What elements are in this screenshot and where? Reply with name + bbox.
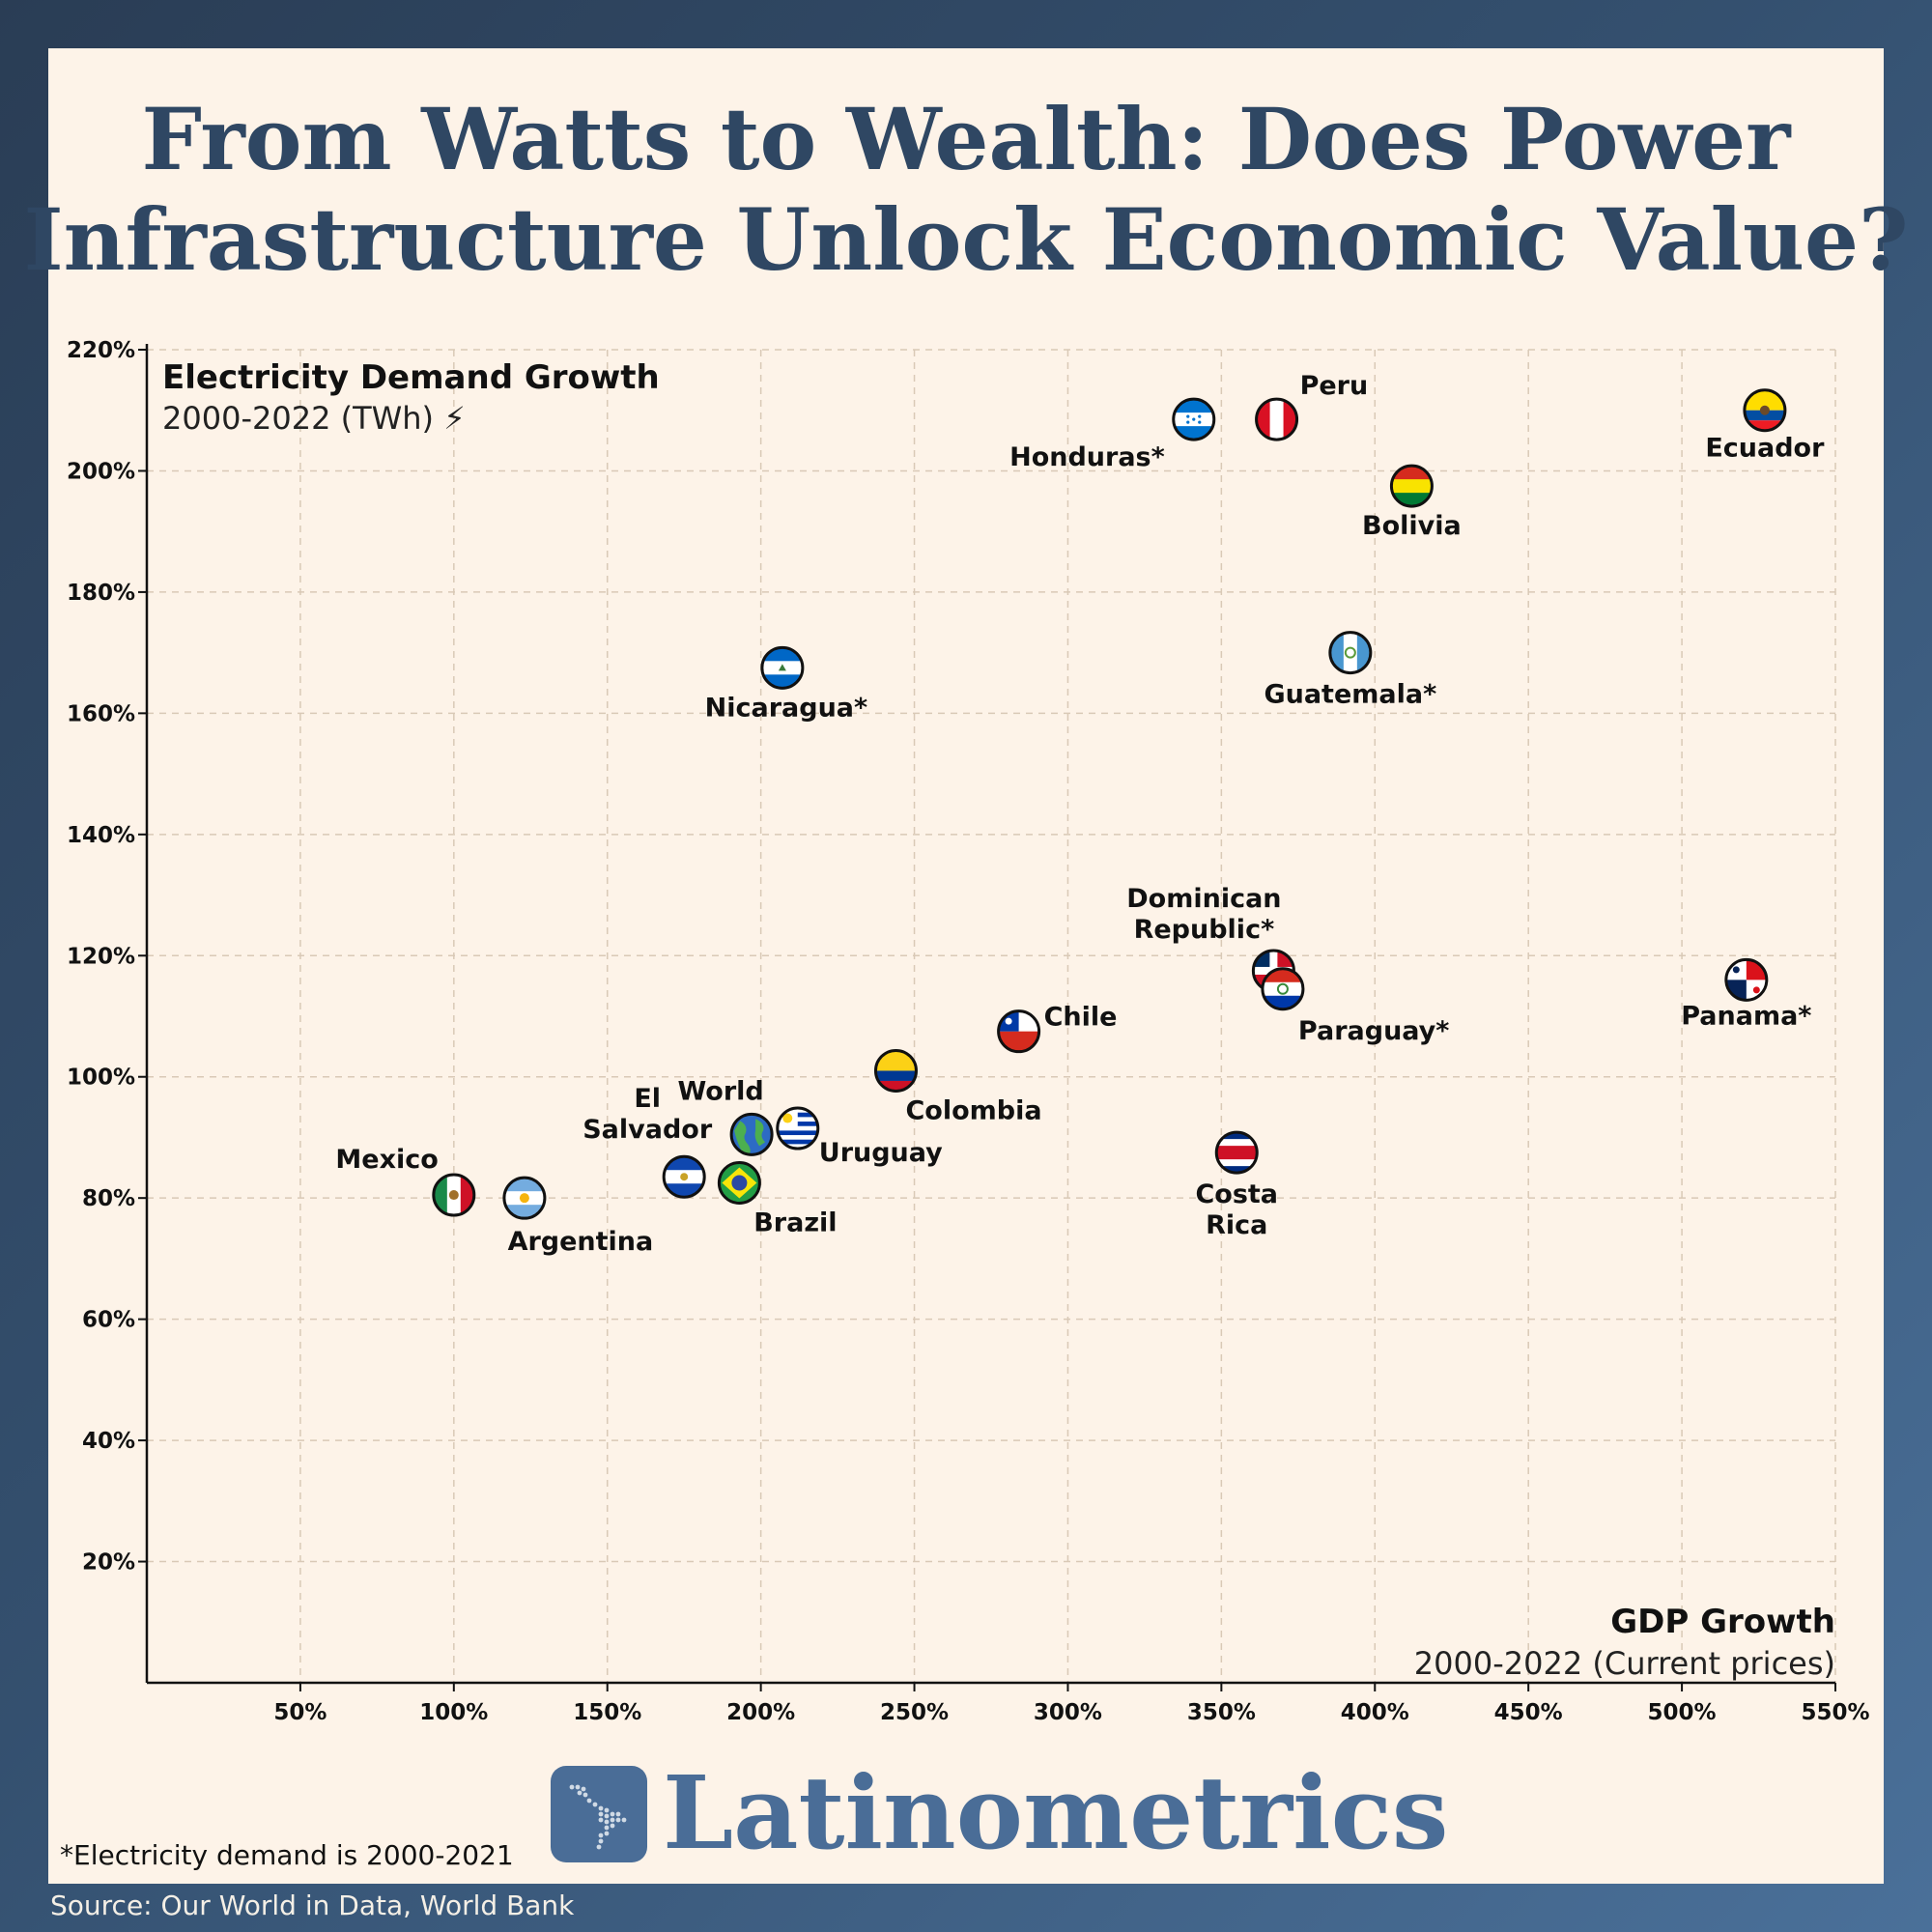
costa-rica-flag-icon (1214, 1130, 1259, 1175)
y-tick-label: 20% (82, 1550, 135, 1576)
x-tick-label: 100% (419, 1700, 488, 1725)
point-label-argentina: Argentina (508, 1227, 654, 1257)
latam-map-logo-icon (551, 1766, 647, 1862)
grid (147, 349, 1836, 1683)
bolivia-flag-icon (1389, 464, 1434, 508)
chile-flag-icon (997, 1009, 1041, 1054)
source-note: Source: Our World in Data, World Bank (50, 1889, 575, 1921)
x-tick-label: 150% (573, 1700, 641, 1725)
point-label-brazil: Brazil (753, 1208, 837, 1238)
point-label-guatemala: Guatemala* (1264, 680, 1436, 710)
point-label-chile: Chile (1044, 1003, 1118, 1033)
y-tick-label: 220% (67, 338, 135, 363)
point-label-costa-rica: Costa Rica (1195, 1179, 1278, 1240)
nicaragua-flag-icon (760, 645, 805, 690)
mexico-flag-icon (432, 1173, 476, 1217)
argentina-flag-icon (502, 1176, 547, 1220)
globe-icon (729, 1112, 774, 1156)
x-tick-label: 50% (273, 1700, 327, 1725)
y-tick-label: 180% (67, 581, 135, 606)
y-tick-label: 80% (82, 1186, 135, 1211)
point-labels: Mexico Argentina El Salvador Brazil World Urug… (335, 371, 1825, 1257)
point-label-honduras: Honduras* (1009, 442, 1165, 472)
tick-labels: 50% 100% 150% 200% 250% 300% 350% 400% 450% 500% 5… (67, 338, 1870, 1725)
x-axis-title: GDP Growth (1610, 1603, 1835, 1641)
brand-name: Latinometrics (663, 1753, 1449, 1872)
x-tick-label: 400% (1341, 1700, 1409, 1725)
y-tick-label: 160% (67, 701, 135, 726)
point-label-paraguay: Paraguay* (1298, 1016, 1449, 1046)
footnote: *Electricity demand is 2000-2021 (60, 1839, 514, 1871)
point-label-mexico: Mexico (335, 1145, 438, 1175)
point-label-colombia: Colombia (905, 1095, 1041, 1125)
x-tick-label: 450% (1494, 1700, 1563, 1725)
y-axis-subtitle: 2000-2022 (TWh) ⚡ (162, 400, 466, 437)
x-tick-label: 500% (1648, 1700, 1717, 1725)
y-tick-label: 40% (82, 1429, 135, 1454)
x-tick-label: 300% (1034, 1700, 1102, 1725)
y-tick-label: 140% (67, 823, 135, 848)
x-tick-label: 200% (726, 1700, 795, 1725)
colombia-flag-icon (873, 1048, 918, 1093)
paraguay-flag-icon (1261, 967, 1305, 1011)
axes (138, 344, 1836, 1691)
page-title: From Watts to Wealth: Does Power Infrast… (0, 89, 1932, 290)
uruguay-flag-icon (776, 1106, 820, 1151)
y-tick-label: 60% (82, 1308, 135, 1333)
peru-flag-icon (1255, 397, 1299, 441)
point-label-world: World (677, 1076, 763, 1106)
x-tick-label: 250% (880, 1700, 949, 1725)
guatemala-flag-icon (1328, 631, 1373, 675)
point-label-dominican-republic: Dominican Republic* (1126, 884, 1281, 945)
y-tick-label: 200% (67, 459, 135, 484)
brazil-flag-icon (717, 1161, 761, 1205)
x-tick-label: 350% (1187, 1700, 1256, 1725)
el-salvador-flag-icon (662, 1154, 706, 1199)
y-axis-title: Electricity Demand Growth (162, 358, 660, 397)
ecuador-flag-icon (1743, 388, 1787, 433)
y-tick-label: 100% (67, 1065, 135, 1091)
point-label-panama: Panama* (1681, 1001, 1811, 1031)
point-label-peru: Peru (1300, 371, 1369, 401)
honduras-flag-icon (1172, 397, 1216, 441)
point-label-nicaragua: Nicaragua* (705, 693, 868, 723)
x-tick-label: 550% (1801, 1700, 1869, 1725)
data-points (432, 388, 1787, 1220)
x-axis-subtitle: 2000-2022 (Current prices) (1414, 1645, 1835, 1682)
chart-panel (48, 48, 1884, 1884)
title-line-2: Infrastructure Unlock Economic Value? (23, 189, 1909, 290)
point-label-ecuador: Ecuador (1705, 434, 1825, 464)
title-line-1: From Watts to Wealth: Does Power (141, 89, 1791, 189)
point-label-uruguay: Uruguay (819, 1138, 943, 1168)
y-tick-label: 120% (67, 944, 135, 969)
point-label-bolivia: Bolivia (1362, 511, 1462, 541)
panama-flag-icon (1724, 957, 1769, 1002)
point-label-el-salvador: El Salvador (582, 1084, 713, 1145)
